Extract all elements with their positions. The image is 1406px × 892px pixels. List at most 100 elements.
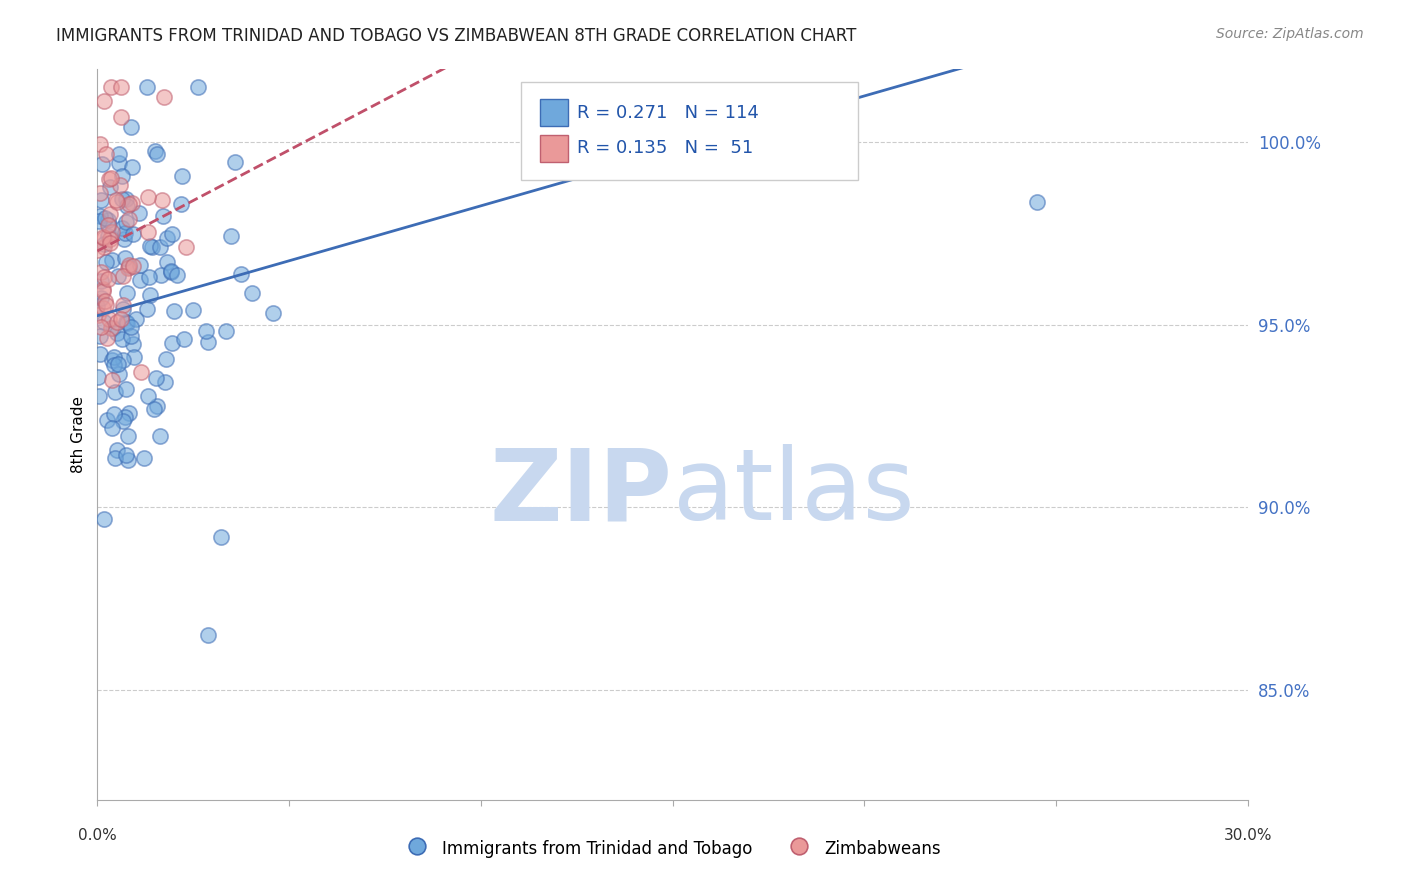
Point [107,358,129,372]
Point [103,407,125,421]
Point [90,157,112,171]
Point [97,228,120,243]
Point [163,304,186,318]
Point [111,192,134,206]
Text: atlas: atlas [672,444,914,541]
Point [91,301,114,315]
Point [105,193,128,207]
Point [215,324,238,338]
Point [96,331,118,345]
Point [121,160,143,174]
Point [115,382,138,396]
Point [135,79,157,94]
Point [101,321,124,335]
Point [114,409,136,424]
Point [166,268,188,282]
Point [128,206,150,220]
Point [105,194,128,209]
Point [145,399,167,413]
Point [98,219,121,233]
Point [153,89,176,103]
Point [110,312,132,326]
Point [118,258,141,272]
Point [110,79,132,94]
Point [100,253,122,268]
Point [100,171,122,186]
Point [114,448,136,462]
Point [90,265,112,279]
Point [195,324,218,338]
Point [94,293,117,308]
Point [98,207,121,221]
Point [181,302,204,317]
Point [117,428,139,442]
Point [94,298,117,312]
Point [148,428,170,442]
Point [117,453,139,467]
Point [103,358,125,372]
Point [94,146,117,161]
Point [118,260,141,274]
Point [89,347,111,361]
Point [150,268,173,283]
Point [86,244,108,258]
Point [86,369,108,384]
Point [172,169,194,184]
Point [114,226,136,240]
Point [115,199,138,213]
Point [135,301,157,316]
Point [93,231,115,245]
Point [104,450,127,465]
Point [128,258,150,272]
Point [105,315,128,329]
Point [128,273,150,287]
Point [118,212,141,227]
Point [90,291,112,305]
Point [105,326,128,340]
Text: Source: ZipAtlas.com: Source: ZipAtlas.com [1216,27,1364,41]
Point [224,155,246,169]
Point [104,384,127,399]
Point [152,209,174,223]
Point [93,211,115,226]
Point [101,421,124,435]
Point [136,389,159,403]
Point [101,373,124,387]
Point [90,274,112,288]
Point [174,240,197,254]
Text: R = 0.271   N = 114: R = 0.271 N = 114 [576,103,759,122]
Point [111,353,134,368]
Point [159,265,181,279]
Point [197,628,219,642]
Point [89,328,111,343]
Legend: Immigrants from Trinidad and Tobago, Zimbabweans: Immigrants from Trinidad and Tobago, Zim… [398,831,948,865]
Point [229,267,252,281]
Point [107,269,129,284]
Point [159,264,181,278]
Point [97,218,120,232]
Point [117,260,139,275]
Point [89,214,111,228]
Text: 0.0%: 0.0% [77,829,117,843]
Point [136,225,159,239]
Point [86,299,108,313]
Point [120,329,142,343]
Point [173,332,195,346]
Point [103,351,125,365]
Point [114,192,136,206]
Point [122,227,145,241]
Point [132,450,155,465]
Point [143,401,166,416]
Point [187,79,209,94]
Point [89,136,111,151]
Point [160,227,183,241]
Point [240,285,263,300]
Point [111,220,134,235]
Point [139,239,162,253]
Point [262,306,284,320]
Point [129,365,152,379]
Point [93,269,115,284]
Point [91,285,114,299]
Point [93,94,115,108]
Point [108,368,131,382]
